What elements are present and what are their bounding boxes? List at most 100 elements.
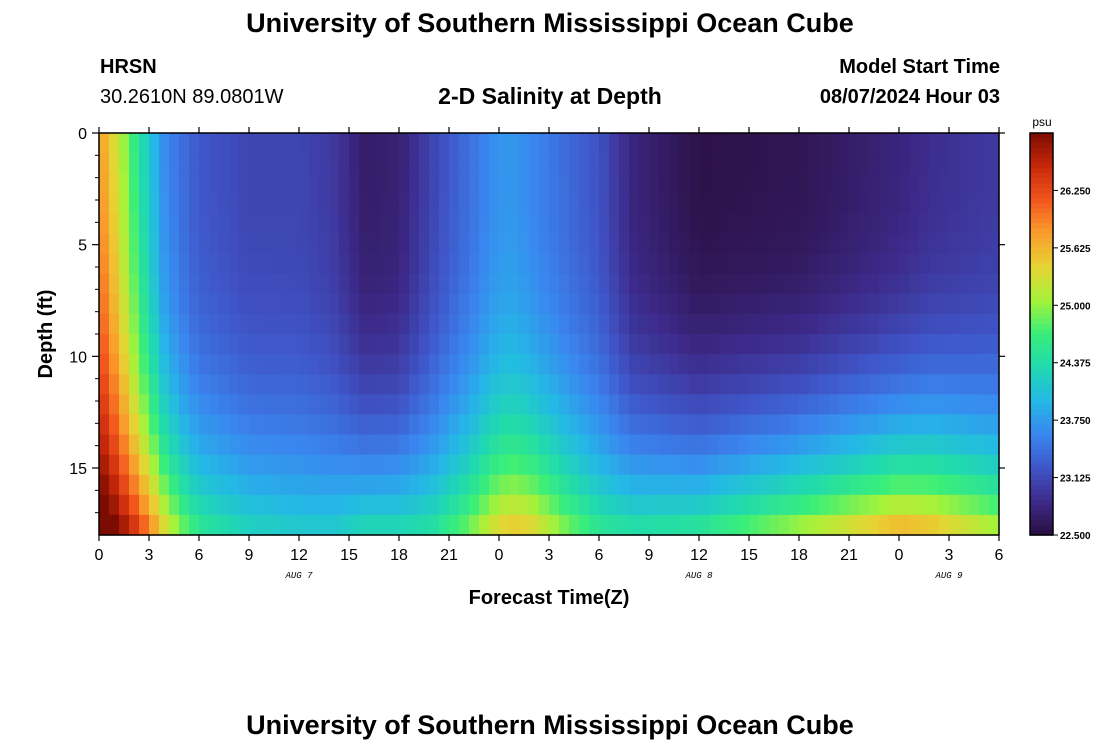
heatmap-cell xyxy=(259,313,270,335)
heatmap-cell xyxy=(809,514,820,536)
heatmap-cell xyxy=(719,313,730,335)
heatmap-cell xyxy=(719,414,730,436)
heatmap-cell xyxy=(489,313,500,335)
heatmap-cell xyxy=(169,193,180,214)
heatmap-cell xyxy=(659,213,670,235)
heatmap-cell xyxy=(939,153,950,174)
heatmap-cell xyxy=(319,494,330,516)
heatmap-cell xyxy=(99,374,110,395)
heatmap-cell xyxy=(899,474,910,496)
heatmap-cell xyxy=(129,213,140,235)
heatmap-cell xyxy=(979,133,990,154)
heatmap-cell xyxy=(779,293,790,315)
heatmap-cell xyxy=(759,313,770,335)
heatmap-cell xyxy=(819,153,830,174)
heatmap-cell xyxy=(989,133,1000,154)
heatmap-cell xyxy=(279,494,290,516)
heatmap-cell xyxy=(799,394,810,415)
heatmap-cell xyxy=(169,153,180,174)
heatmap-cell xyxy=(199,414,210,436)
heatmap-cell xyxy=(509,273,520,295)
heatmap-cell xyxy=(939,213,950,235)
heatmap-cell xyxy=(959,514,970,536)
heatmap-cell xyxy=(899,293,910,315)
heatmap-cell xyxy=(269,253,280,275)
heatmap-cell xyxy=(789,454,800,476)
heatmap-cell xyxy=(929,173,940,194)
heatmap-cell xyxy=(599,193,610,214)
heatmap-cell xyxy=(799,434,810,456)
heatmap-cell xyxy=(589,514,600,536)
heatmap-cell xyxy=(479,434,490,456)
heatmap-cell xyxy=(109,494,120,516)
heatmap-cell xyxy=(269,514,280,536)
heatmap-cell xyxy=(599,313,610,335)
heatmap-cell xyxy=(969,293,980,315)
heatmap-cell xyxy=(229,374,240,395)
heatmap-cell xyxy=(189,434,200,456)
heatmap-cell xyxy=(619,454,630,476)
heatmap-cell xyxy=(229,293,240,315)
heatmap-cell xyxy=(209,494,220,516)
heatmap-cell xyxy=(229,193,240,214)
heatmap-cell xyxy=(799,514,810,536)
heatmap-cell xyxy=(809,153,820,174)
heatmap-cell xyxy=(849,173,860,194)
heatmap-cell xyxy=(519,173,530,194)
heatmap-cell xyxy=(689,454,700,476)
heatmap-cell xyxy=(129,514,140,536)
heatmap-cell xyxy=(449,293,460,315)
heatmap-cell xyxy=(429,253,440,275)
heatmap-cell xyxy=(699,173,710,194)
heatmap-cell xyxy=(919,233,930,255)
heatmap-cell xyxy=(389,434,400,456)
heatmap-cell xyxy=(829,173,840,194)
heatmap-cell xyxy=(709,153,720,174)
heatmap-cell xyxy=(349,394,360,415)
heatmap-cell xyxy=(279,193,290,214)
heatmap-cell xyxy=(759,334,770,355)
heatmap-cell xyxy=(389,474,400,496)
heatmap-cell xyxy=(729,494,740,516)
heatmap-cell xyxy=(669,414,680,436)
heatmap-cell xyxy=(759,434,770,456)
colorbar-segment xyxy=(1030,509,1053,516)
heatmap-cell xyxy=(639,173,650,194)
heatmap-cell xyxy=(599,153,610,174)
heatmap-cell xyxy=(529,374,540,395)
heatmap-cell xyxy=(389,374,400,395)
heatmap-cell xyxy=(709,213,720,235)
x-tick-label: 15 xyxy=(340,547,358,564)
heatmap-cell xyxy=(989,374,1000,395)
heatmap-cell xyxy=(259,514,270,536)
heatmap-cell xyxy=(349,494,360,516)
heatmap-cell xyxy=(779,494,790,516)
y-axis-label: Depth (ft) xyxy=(35,290,57,379)
heatmap-cell xyxy=(659,133,670,154)
heatmap-cell xyxy=(419,454,430,476)
heatmap-cell xyxy=(429,334,440,355)
heatmap-cell xyxy=(109,133,120,154)
heatmap-cell xyxy=(739,414,750,436)
heatmap-cell xyxy=(99,354,110,375)
heatmap-cell xyxy=(849,514,860,536)
heatmap-cell xyxy=(709,514,720,536)
heatmap-cell xyxy=(759,153,770,174)
colorbar-tick-label: 25.625 xyxy=(1060,244,1091,255)
heatmap-cell xyxy=(409,454,420,476)
heatmap-cell xyxy=(159,293,170,315)
heatmap-cell xyxy=(989,454,1000,476)
heatmap-cell xyxy=(969,253,980,275)
heatmap-cell xyxy=(159,434,170,456)
heatmap-cell xyxy=(709,394,720,415)
heatmap-cell xyxy=(929,213,940,235)
heatmap-cell xyxy=(769,293,780,315)
heatmap-cell xyxy=(519,514,530,536)
heatmap-cell xyxy=(469,273,480,295)
heatmap-cell xyxy=(429,374,440,395)
heatmap-cell xyxy=(179,494,190,516)
heatmap-cell xyxy=(569,434,580,456)
heatmap-cell xyxy=(239,213,250,235)
heatmap-cell xyxy=(379,273,390,295)
heatmap-cell xyxy=(909,133,920,154)
